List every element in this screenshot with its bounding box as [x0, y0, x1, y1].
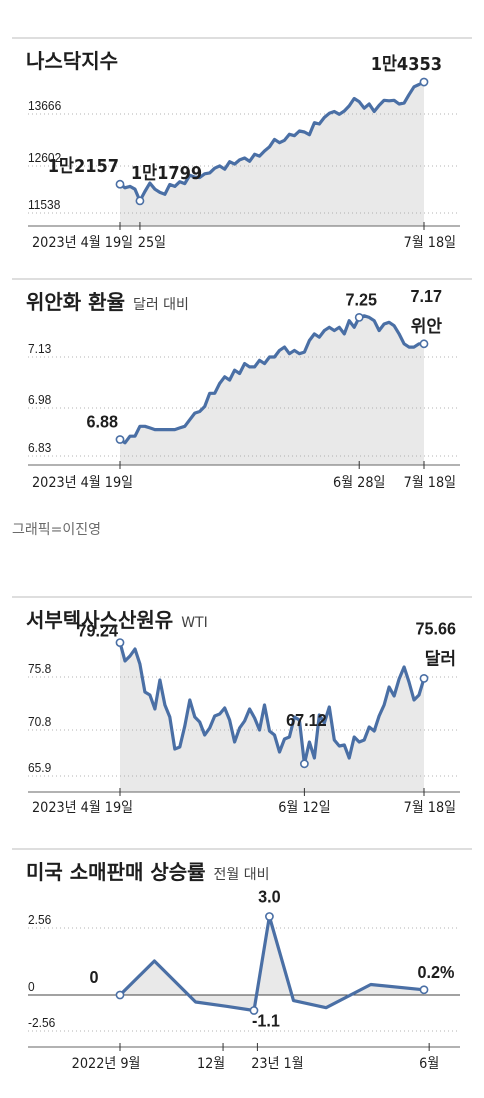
panel-4-ytick-label: -2.56 — [28, 1016, 55, 1031]
panel-2-x-label: 6월 28일 — [333, 475, 385, 492]
panel-1-marker — [419, 77, 429, 87]
panel-3-x-label: 6월 12일 — [278, 800, 330, 817]
panel-1-x-label: 2023년 4월 19일 — [32, 235, 133, 252]
panel-4-data-label: 3.0 — [258, 887, 281, 907]
panel-2-marker — [115, 435, 125, 444]
panel-3-marker — [419, 674, 429, 683]
panel-1-data-label: 1만2157 — [48, 156, 119, 177]
panel-4-data-label: 0 — [89, 967, 98, 987]
panel-3-x-label: 2023년 4월 19일 — [32, 800, 133, 817]
panel-2-ytick-label: 6.83 — [28, 441, 51, 456]
panel-4-series-line — [118, 914, 426, 1013]
panel-1-ytick-label: 12602 — [28, 151, 61, 166]
panel-3-x-label: 7월 18일 — [404, 800, 456, 817]
panel-2-area — [120, 315, 424, 465]
panel-1-ytick-label: 11538 — [28, 198, 60, 213]
panel-2-title: 위안화 환율 — [26, 290, 125, 314]
panel-3-marker — [299, 759, 309, 769]
panel-3-ytick-label: 65.9 — [28, 761, 51, 776]
panel-2-data-label: 7.25 — [345, 290, 377, 310]
panel-3-ytick-label: 70.8 — [28, 715, 51, 730]
panel-2-ytick-label: 6.98 — [28, 393, 51, 408]
panel-1-x-label: 7월 18일 — [404, 235, 456, 252]
panel-4-marker — [249, 1006, 259, 1015]
panel-3-marker — [115, 638, 125, 647]
panel-4-x-label: 12월 — [197, 1056, 225, 1073]
panel-4-x-label: 23년 1월 — [251, 1056, 303, 1073]
panel-2-marker — [354, 312, 364, 322]
panel-3-data-label: 75.66 — [415, 619, 456, 639]
panel-2-x-label: 7월 18일 — [404, 475, 456, 492]
panel-2-marker — [419, 339, 429, 349]
panel-2-data-label: 위안 — [411, 317, 443, 337]
panel-2-ytick-label: 7.13 — [28, 342, 51, 357]
graphic-credit: 그래픽=이진영 — [12, 522, 102, 538]
panel-4-x-label: 6월 — [419, 1056, 439, 1073]
panel-1-marker — [115, 179, 125, 189]
panel-2-subtitle: 달러 대비 — [133, 297, 189, 313]
panel-2-data-label: 7.17 — [410, 286, 442, 306]
panel-3-area — [120, 642, 424, 792]
panel-1-x-label: 25일 — [138, 235, 166, 252]
panel-4-ytick-label: 2.56 — [28, 913, 51, 928]
panel-4-marker — [115, 990, 125, 1000]
panel-1-data-label: 1만4353 — [371, 54, 442, 75]
panel-1-title: 나스닥지수 — [26, 49, 118, 73]
panel-4-data-label: -1.1 — [252, 1011, 280, 1031]
panel-4-subtitle: 전월 대비 — [214, 867, 270, 883]
panel-3-ytick-label: 75.8 — [28, 662, 51, 677]
panel-2-data-label: 6.88 — [86, 412, 118, 432]
panel-1-series-line — [118, 80, 426, 203]
panel-4-marker — [265, 912, 274, 921]
panel-3-data-label: 79.24 — [77, 621, 118, 641]
panel-1-marker — [135, 196, 145, 206]
panel-1-ytick-label: 13666 — [28, 99, 61, 114]
panel-4-ytick-label: 0 — [28, 980, 35, 995]
panel-3-series-line — [118, 641, 426, 766]
panel-1-data-label: 1만1799 — [131, 163, 202, 184]
panel-2-x-label: 2023년 4월 19일 — [32, 475, 133, 492]
panel-3-data-label: 67.12 — [286, 710, 327, 730]
panel-1-area — [120, 82, 424, 226]
panel-4-data-label: 0.2% — [418, 962, 455, 982]
panel-2-series-line — [118, 314, 426, 445]
panel-4-title: 미국 소매판매 상승률 — [26, 860, 206, 884]
panel-3-title: 서부텍사스산원유 — [26, 608, 173, 632]
panel-4-x-label: 2022년 9월 — [72, 1056, 141, 1073]
panel-3-data-label: 달러 — [425, 648, 456, 669]
panel-3-subtitle: WTI — [181, 615, 208, 631]
panel-4-marker — [419, 985, 429, 995]
panel-4-area — [120, 916, 424, 1011]
